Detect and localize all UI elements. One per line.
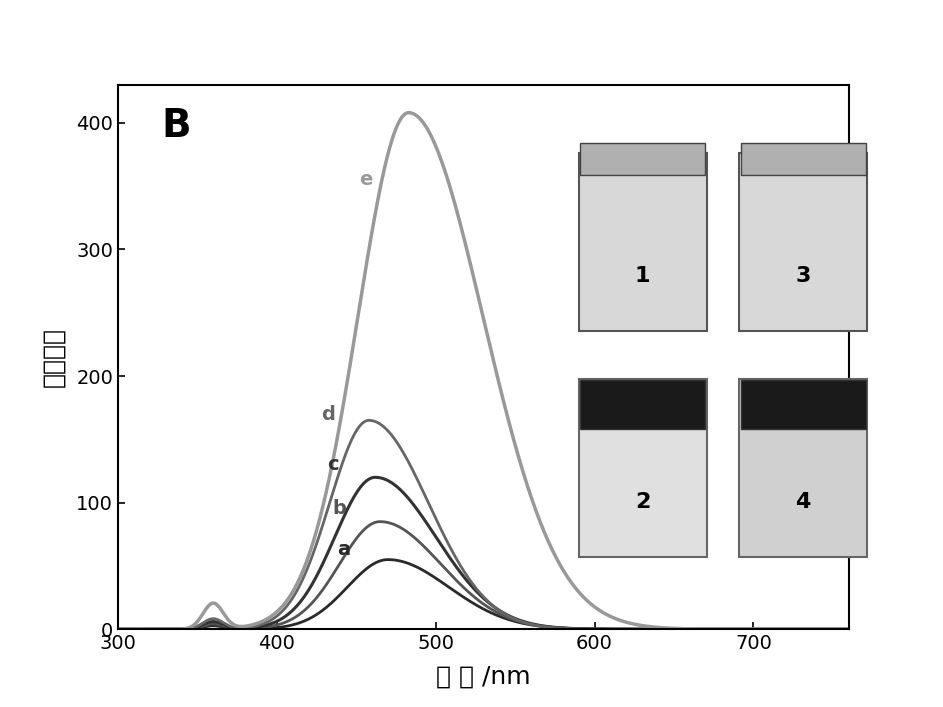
FancyBboxPatch shape — [580, 380, 705, 428]
Text: 2: 2 — [635, 492, 651, 512]
FancyBboxPatch shape — [740, 143, 866, 175]
Text: b: b — [332, 499, 346, 518]
Text: 4: 4 — [795, 492, 811, 512]
FancyBboxPatch shape — [580, 143, 705, 175]
FancyBboxPatch shape — [739, 153, 868, 331]
Text: e: e — [359, 170, 372, 189]
FancyBboxPatch shape — [739, 379, 868, 557]
Text: a: a — [338, 540, 350, 559]
Text: c: c — [327, 455, 339, 474]
Text: B: B — [162, 107, 191, 145]
Text: 1: 1 — [635, 266, 651, 286]
X-axis label: 波 长 /nm: 波 长 /nm — [436, 664, 531, 688]
FancyBboxPatch shape — [579, 153, 707, 331]
Text: d: d — [322, 404, 335, 423]
FancyBboxPatch shape — [740, 380, 866, 428]
Text: 3: 3 — [795, 266, 811, 286]
Y-axis label: 药光强度: 药光强度 — [41, 327, 65, 387]
FancyBboxPatch shape — [579, 379, 707, 557]
